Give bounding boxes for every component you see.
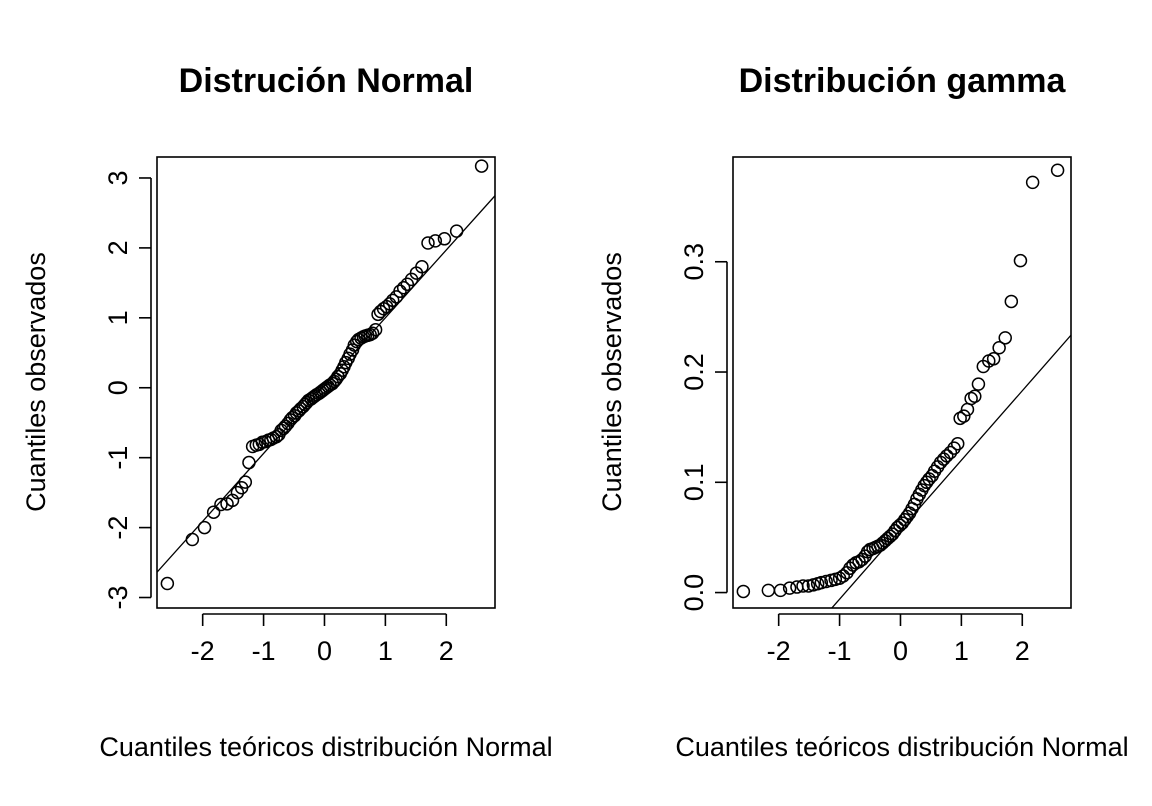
data-point [761, 583, 776, 598]
data-point [943, 445, 958, 460]
data-point [736, 584, 751, 599]
y-tick-label: -1 [103, 446, 133, 470]
data-point [242, 455, 256, 470]
data-point [365, 326, 380, 340]
y-tick-label: -2 [103, 516, 133, 540]
x-tick-label: 1 [378, 636, 393, 666]
x-tick-label: 1 [954, 636, 969, 666]
data-point [274, 423, 288, 438]
chart-title: Distribución gamma [739, 62, 1067, 100]
x-tick-label: -1 [828, 636, 852, 666]
data-point [819, 574, 833, 589]
data-point [936, 452, 951, 466]
data-point [252, 437, 267, 452]
x-axis-label: Cuantiles teóricos distribución Normal [99, 732, 552, 762]
data-point [998, 331, 1012, 345]
x-axis: -2 -1 0 1 2 [191, 613, 454, 666]
data-point [968, 389, 982, 404]
data-point [957, 409, 971, 423]
data-point [225, 493, 240, 508]
y-tick-label: 0.1 [679, 464, 709, 502]
data-point [880, 531, 895, 546]
data-point [801, 579, 816, 593]
data-point [230, 485, 245, 500]
data-point [890, 520, 905, 535]
data-point [1050, 163, 1065, 177]
data-point [214, 497, 228, 512]
y-tick-label: 0 [103, 380, 133, 395]
data-point [276, 421, 291, 436]
data-point [971, 377, 986, 391]
data-point [185, 532, 200, 547]
x-tick-label: 2 [439, 636, 454, 666]
data-point [382, 297, 397, 311]
y-tick-label: 0.3 [679, 243, 709, 281]
data-point [940, 449, 954, 463]
data-point [474, 159, 489, 173]
x-tick-label: -2 [767, 636, 791, 666]
data-point [950, 436, 965, 451]
x-axis-label: Cuantiles teóricos distribución Normal [675, 732, 1128, 762]
y-tick-label: 2 [103, 240, 133, 255]
qq-plot-gamma-panel: Distribución gamma -2 -1 0 1 2 0.00.10.20.3 … [597, 62, 1129, 762]
y-tick-label: -3 [103, 586, 133, 610]
plot-frame [156, 156, 496, 609]
reference-line [830, 334, 1071, 608]
points-group [160, 159, 489, 591]
data-point [796, 579, 810, 593]
data-point [160, 576, 175, 591]
x-axis: -2 -1 0 1 2 [767, 613, 1030, 666]
data-point [396, 281, 411, 295]
data-point [1004, 294, 1019, 309]
data-point [285, 411, 299, 425]
data-point [393, 284, 407, 299]
data-point [782, 581, 797, 595]
data-point [900, 509, 914, 524]
x-tick-label: 0 [317, 636, 332, 666]
data-point [385, 293, 400, 308]
data-point [836, 569, 850, 583]
data-point [400, 277, 415, 292]
y-axis: -3 -2 -1 0 1 2 3 [103, 170, 152, 610]
qq-plot-normal-panel: Distrución Normal -2 -1 0 1 2 -3 -2 -1 0 1 2 3 Cua… [21, 62, 553, 762]
data-point [238, 475, 253, 489]
y-axis-label: Cuantiles observados [597, 252, 627, 512]
y-tick-label: 1 [103, 310, 133, 325]
data-point [428, 234, 443, 248]
data-point [415, 260, 429, 274]
data-point [368, 322, 383, 337]
y-tick-label: 3 [103, 170, 133, 185]
data-point [197, 520, 212, 535]
y-tick-label: 0.2 [679, 353, 709, 391]
data-point [449, 224, 464, 238]
points-group [736, 163, 1065, 599]
y-tick-label: 0.0 [679, 574, 709, 612]
x-tick-label: 2 [1015, 636, 1030, 666]
data-point [1025, 175, 1040, 190]
plot-frame [732, 156, 1072, 609]
data-point [421, 236, 435, 250]
data-point [986, 352, 1001, 366]
x-tick-label: 0 [893, 636, 908, 666]
data-point [206, 505, 221, 519]
x-tick-label: -2 [191, 636, 215, 666]
data-point [773, 583, 788, 598]
x-tick-label: -1 [252, 636, 276, 666]
data-point [992, 341, 1006, 355]
data-point [437, 232, 452, 246]
y-axis: 0.0 0.1 0.2 0.3 [679, 243, 728, 612]
data-point [1013, 253, 1028, 268]
y-axis-label: Cuantiles observados [21, 252, 51, 512]
chart-title: Distrución Normal [179, 62, 474, 100]
reference-line-group [830, 334, 1071, 608]
data-point [814, 575, 829, 590]
data-point [947, 441, 961, 455]
